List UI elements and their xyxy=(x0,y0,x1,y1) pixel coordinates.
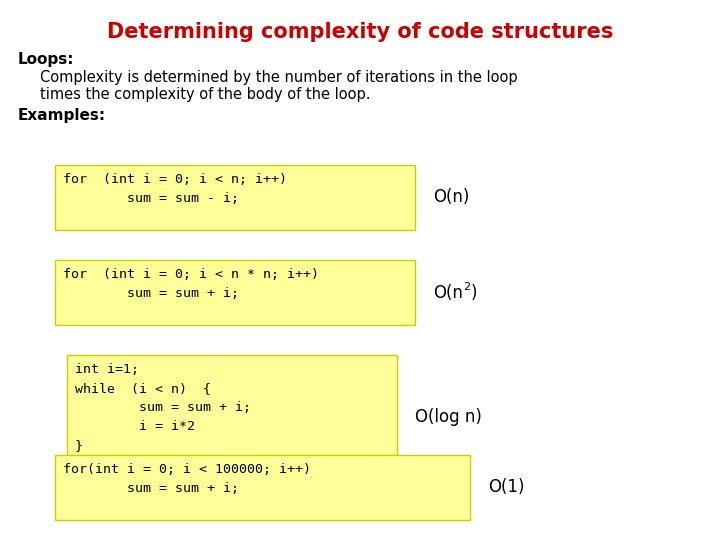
Text: Determining complexity of code structures: Determining complexity of code structure… xyxy=(107,22,613,42)
Text: 2: 2 xyxy=(463,281,470,292)
Text: O(n: O(n xyxy=(433,284,463,301)
Text: times the complexity of the body of the loop.: times the complexity of the body of the … xyxy=(40,87,371,102)
Text: for  (int i = 0; i < n; i++)
        sum = sum - i;: for (int i = 0; i < n; i++) sum = sum - … xyxy=(63,173,287,205)
Text: for  (int i = 0; i < n * n; i++)
        sum = sum + i;: for (int i = 0; i < n * n; i++) sum = su… xyxy=(63,268,319,300)
Text: O(1): O(1) xyxy=(488,478,524,496)
Text: Loops:: Loops: xyxy=(18,52,74,67)
Text: Complexity is determined by the number of iterations in the loop: Complexity is determined by the number o… xyxy=(40,70,518,85)
Bar xyxy=(55,165,415,230)
Text: O(log n): O(log n) xyxy=(415,408,482,427)
Text: Examples:: Examples: xyxy=(18,108,106,123)
Bar xyxy=(67,355,397,480)
Text: O(n): O(n) xyxy=(433,188,469,206)
Text: int i=1;
while  (i < n)  {
        sum = sum + i;
        i = i*2
}: int i=1; while (i < n) { sum = sum + i; … xyxy=(75,363,251,452)
Text: for(int i = 0; i < 100000; i++)
        sum = sum + i;: for(int i = 0; i < 100000; i++) sum = su… xyxy=(63,463,311,495)
Bar xyxy=(55,260,415,325)
Bar xyxy=(55,455,470,520)
Text: ): ) xyxy=(471,284,477,301)
